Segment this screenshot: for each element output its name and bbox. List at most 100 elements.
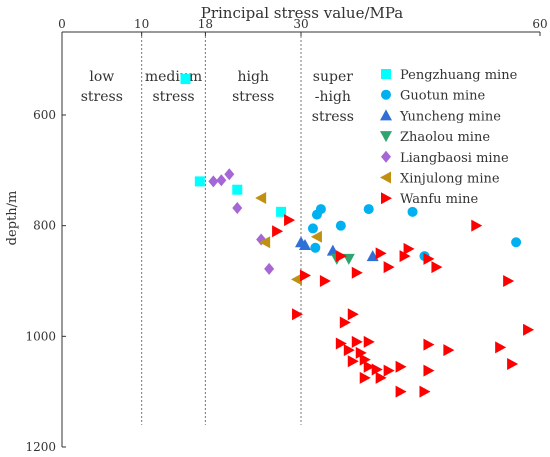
zone-label: stress xyxy=(232,89,274,105)
point-guotun-mine xyxy=(335,220,346,231)
point-wanfu-mine xyxy=(272,225,284,238)
point-wanfu-mine xyxy=(471,219,483,232)
point-wanfu-mine xyxy=(319,275,331,287)
point-pengzhuang-mine xyxy=(180,74,191,85)
zone-label: -high xyxy=(315,89,351,105)
x-tick-label: 60 xyxy=(532,17,547,31)
point-pengzhuang-mine xyxy=(232,184,243,195)
point-wanfu-mine xyxy=(495,341,507,354)
point-wanfu-mine xyxy=(503,275,515,287)
legend: Pengzhuang mine Guotun mine Yuncheng mine Z… xyxy=(380,68,518,207)
point-wanfu-mine xyxy=(443,344,455,357)
point-guotun-mine xyxy=(310,242,321,253)
point-wanfu-mine xyxy=(431,261,443,274)
point-wanfu-mine xyxy=(371,363,383,376)
zone-label: stress xyxy=(312,109,354,125)
zone-label: super xyxy=(313,69,353,85)
point-wanfu-mine xyxy=(284,214,296,227)
legend-marker-wanfu-mine xyxy=(381,192,392,205)
point-wanfu-mine xyxy=(423,252,435,265)
point-xinjulong-mine xyxy=(255,192,267,204)
y-axis-ticks: 600 800 1000 1200 xyxy=(25,108,66,454)
zone-label: medium xyxy=(145,69,202,85)
y-tick-label: 600 xyxy=(33,108,56,122)
point-wanfu-mine xyxy=(347,355,359,368)
point-wanfu-mine xyxy=(507,358,519,370)
point-wanfu-mine xyxy=(423,338,435,351)
point-wanfu-mine xyxy=(292,308,304,321)
point-wanfu-mine xyxy=(419,385,431,398)
point-wanfu-mine xyxy=(523,323,535,336)
point-yuncheng-mine xyxy=(298,239,311,251)
point-wanfu-mine xyxy=(351,266,363,279)
point-wanfu-mine xyxy=(395,385,407,398)
y-axis-title: depth/m xyxy=(5,191,20,246)
legend-label-wanfu-mine: Wanfu mine xyxy=(400,192,479,207)
point-wanfu-mine xyxy=(335,337,347,350)
point-wanfu-mine xyxy=(363,335,375,348)
zone-labels: low stress medium stress high stress super -hig… xyxy=(81,69,354,125)
legend-label-yuncheng-mine: Yuncheng mine xyxy=(399,109,501,124)
data-points xyxy=(180,74,535,398)
point-wanfu-mine xyxy=(359,353,371,366)
point-pengzhuang-mine xyxy=(276,206,287,217)
legend-marker-zhaolou-mine xyxy=(380,131,392,143)
legend-marker-yuncheng-mine xyxy=(380,109,392,121)
point-wanfu-mine xyxy=(383,364,395,377)
point-xinjulong-mine xyxy=(259,236,271,249)
zone-label: low xyxy=(89,69,114,85)
point-guotun-mine xyxy=(511,237,522,248)
point-wanfu-mine xyxy=(395,360,407,373)
point-xinjulong-mine xyxy=(310,230,322,243)
point-wanfu-mine xyxy=(423,364,435,377)
point-wanfu-mine xyxy=(351,335,363,348)
zone-label: stress xyxy=(81,89,123,105)
legend-label-pengzhuang-mine: Pengzhuang mine xyxy=(400,68,518,83)
point-guotun-mine xyxy=(311,209,322,220)
point-guotun-mine xyxy=(307,223,318,234)
point-liangbaosi-mine xyxy=(216,174,227,187)
point-wanfu-mine xyxy=(383,261,395,274)
point-wanfu-mine xyxy=(363,360,375,373)
zone-divider-lines xyxy=(141,32,302,425)
legend-marker-guotun-mine xyxy=(381,89,391,100)
point-wanfu-mine xyxy=(347,308,359,321)
x-axis-title: Principal stress value/MPa xyxy=(201,4,404,22)
point-liangbaosi-mine xyxy=(232,201,243,214)
point-wanfu-mine xyxy=(343,344,355,357)
point-wanfu-mine xyxy=(359,371,371,384)
legend-marker-liangbaosi-mine xyxy=(381,150,391,163)
point-wanfu-mine xyxy=(339,316,351,329)
point-liangbaosi-mine xyxy=(224,168,235,181)
point-guotun-mine xyxy=(363,204,374,215)
legend-label-zhaolou-mine: Zhaolou mine xyxy=(400,130,490,145)
point-liangbaosi-mine xyxy=(264,262,275,275)
x-axis-ticks: 0 10 18 30 60 xyxy=(58,17,548,36)
point-wanfu-mine xyxy=(335,250,347,263)
legend-label-xinjulong-mine: Xinjulong mine xyxy=(400,172,500,187)
point-wanfu-mine xyxy=(355,346,367,359)
point-wanfu-mine xyxy=(375,247,387,260)
point-guotun-mine xyxy=(407,206,418,217)
point-pengzhuang-mine xyxy=(194,176,205,187)
point-liangbaosi-mine xyxy=(208,175,219,188)
x-tick-label: 10 xyxy=(134,17,149,31)
legend-label-guotun-mine: Guotun mine xyxy=(400,89,486,104)
x-tick-label: 0 xyxy=(58,17,66,31)
point-wanfu-mine xyxy=(403,242,415,255)
zone-label: high xyxy=(237,69,268,85)
legend-marker-pengzhuang-mine xyxy=(381,69,391,79)
y-tick-label: 1200 xyxy=(25,440,56,454)
point-wanfu-mine xyxy=(375,371,387,384)
legend-marker-xinjulong-mine xyxy=(380,171,391,184)
point-xinjulong-mine xyxy=(291,273,303,286)
legend-label-liangbaosi-mine: Liangbaosi mine xyxy=(400,151,509,166)
y-tick-label: 1000 xyxy=(25,329,56,343)
x-tick-label: 18 xyxy=(198,17,213,31)
x-tick-label: 30 xyxy=(293,17,308,31)
point-wanfu-mine xyxy=(399,250,411,263)
y-tick-label: 800 xyxy=(33,219,56,233)
point-wanfu-mine xyxy=(299,269,311,282)
zone-label: stress xyxy=(152,89,194,105)
